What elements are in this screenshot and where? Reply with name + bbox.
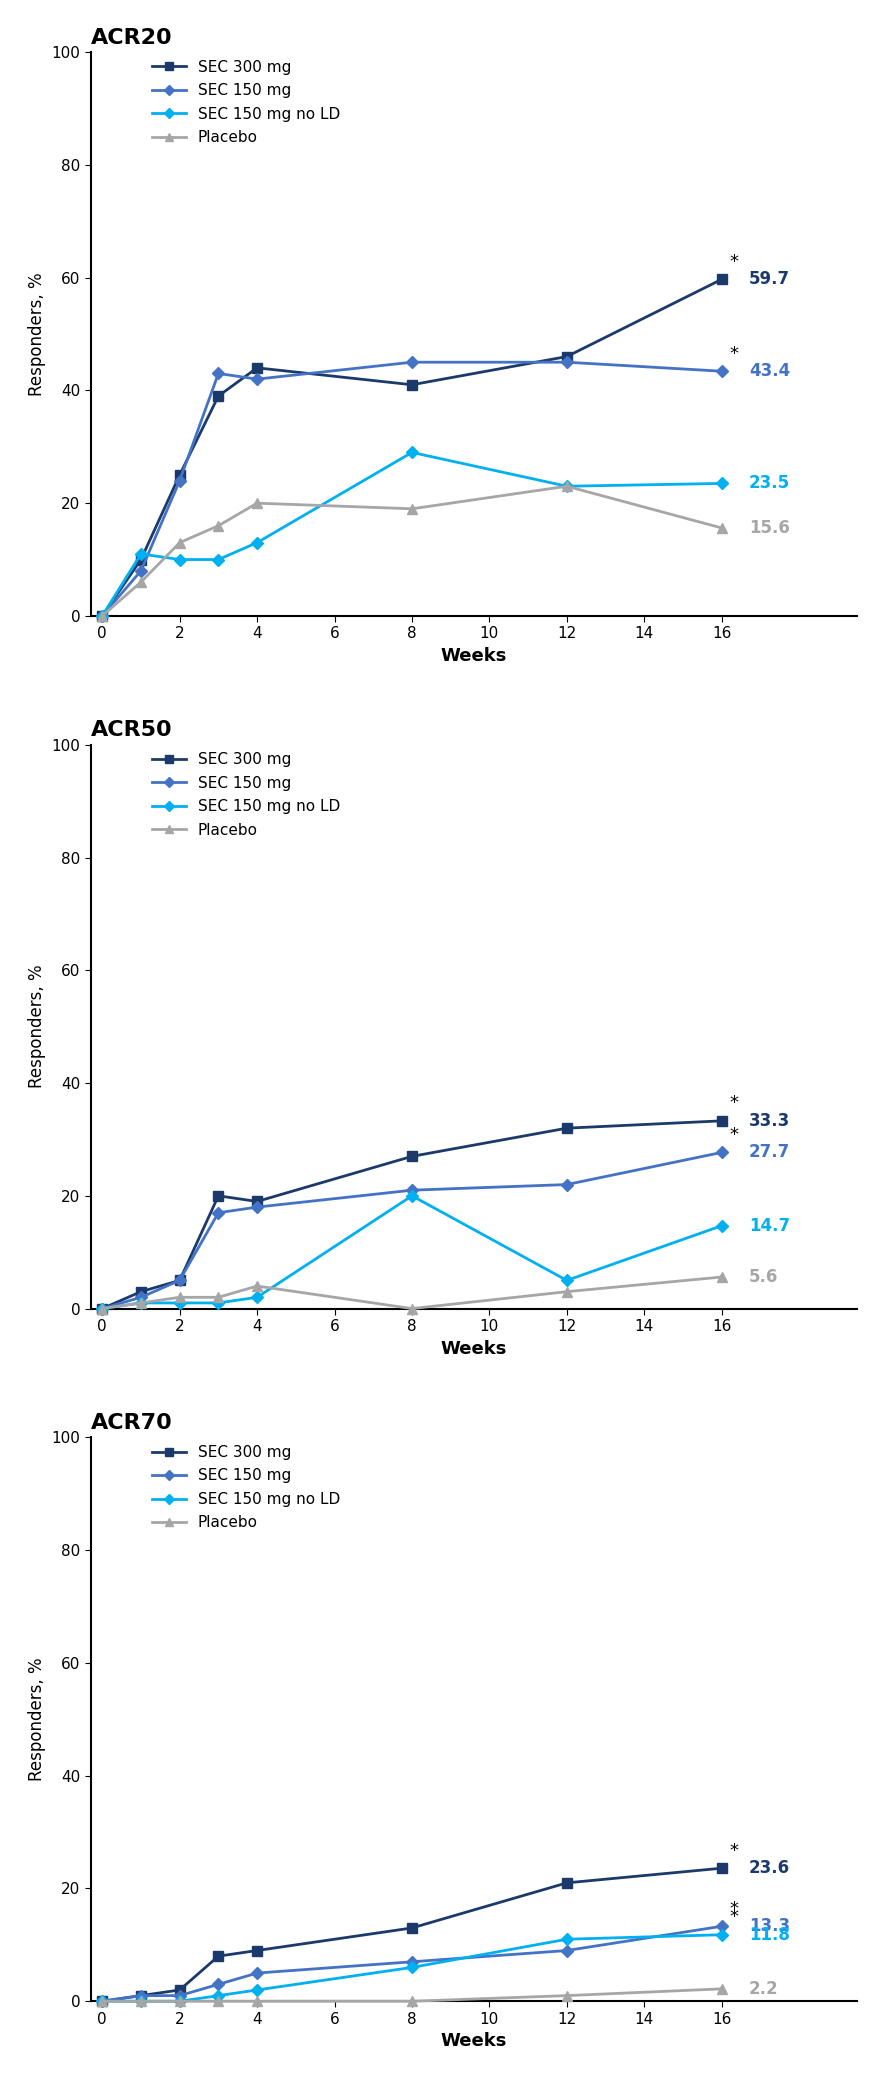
Y-axis label: Responders, %: Responders, % [27, 272, 46, 395]
Text: 59.7: 59.7 [749, 270, 790, 289]
Text: 14.7: 14.7 [749, 1218, 790, 1234]
Text: 23.5: 23.5 [749, 474, 790, 492]
Text: *: * [729, 1095, 738, 1112]
Text: ACR50: ACR50 [90, 721, 173, 740]
X-axis label: Weeks: Weeks [441, 1340, 507, 1357]
Text: *: * [729, 1841, 738, 1860]
Text: 43.4: 43.4 [749, 362, 790, 380]
Text: 13.3: 13.3 [749, 1918, 790, 1935]
Legend: SEC 300 mg, SEC 150 mg, SEC 150 mg no LD, Placebo: SEC 300 mg, SEC 150 mg, SEC 150 mg no LD… [152, 752, 340, 837]
Text: 23.6: 23.6 [749, 1860, 790, 1876]
Text: 2.2: 2.2 [749, 1980, 779, 1997]
Text: 15.6: 15.6 [749, 520, 789, 536]
X-axis label: Weeks: Weeks [441, 646, 507, 665]
Y-axis label: Responders, %: Responders, % [27, 964, 46, 1089]
Text: 11.8: 11.8 [749, 1926, 789, 1943]
Text: ACR20: ACR20 [90, 27, 173, 48]
Text: *: * [729, 1908, 738, 1926]
Y-axis label: Responders, %: Responders, % [27, 1658, 46, 1781]
Text: *: * [729, 345, 738, 364]
Text: 27.7: 27.7 [749, 1143, 790, 1162]
Text: 33.3: 33.3 [749, 1112, 790, 1130]
Text: ACR70: ACR70 [90, 1413, 173, 1434]
Text: *: * [729, 254, 738, 270]
Text: *: * [729, 1899, 738, 1918]
Text: *: * [729, 1126, 738, 1145]
Legend: SEC 300 mg, SEC 150 mg, SEC 150 mg no LD, Placebo: SEC 300 mg, SEC 150 mg, SEC 150 mg no LD… [152, 60, 340, 145]
Legend: SEC 300 mg, SEC 150 mg, SEC 150 mg no LD, Placebo: SEC 300 mg, SEC 150 mg, SEC 150 mg no LD… [152, 1444, 340, 1529]
Text: 5.6: 5.6 [749, 1268, 778, 1286]
X-axis label: Weeks: Weeks [441, 2032, 507, 2051]
